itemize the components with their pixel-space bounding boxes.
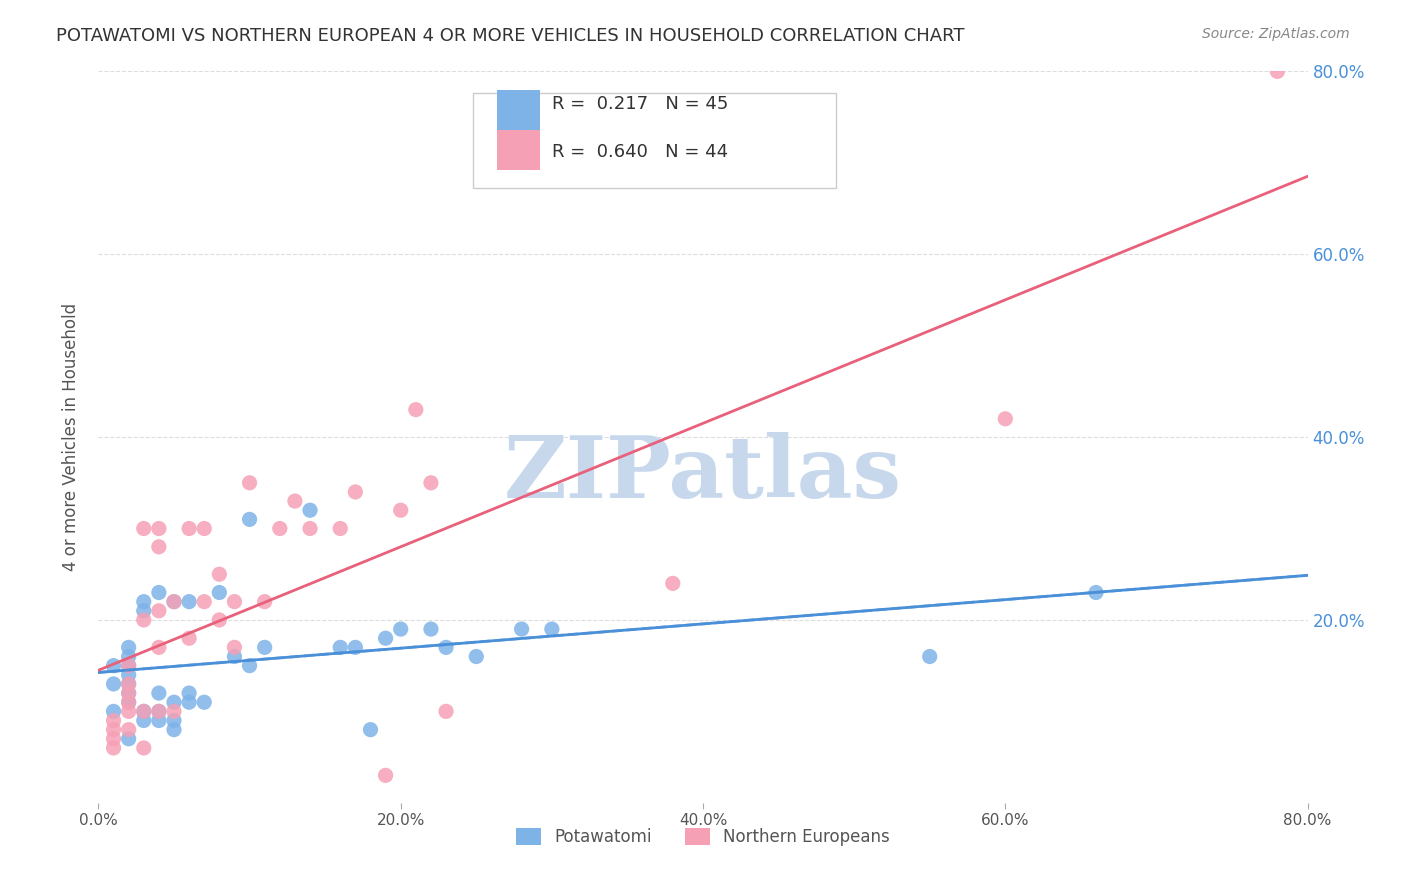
Point — [103, 740, 125, 755]
Point — [389, 622, 412, 636]
Point — [148, 521, 170, 535]
Point — [132, 705, 155, 719]
Point — [148, 540, 170, 554]
Point — [661, 576, 683, 591]
Point — [918, 649, 941, 664]
Point — [118, 640, 141, 655]
Point — [103, 723, 125, 737]
Point — [132, 740, 155, 755]
Point — [269, 521, 291, 535]
Point — [1085, 585, 1108, 599]
Point — [148, 640, 170, 655]
Point — [132, 714, 155, 728]
Point — [163, 594, 186, 608]
Point — [132, 705, 155, 719]
Point — [132, 521, 155, 535]
Text: R =  0.217   N = 45: R = 0.217 N = 45 — [551, 95, 728, 113]
Point — [208, 585, 231, 599]
Point — [540, 622, 562, 636]
Point — [239, 512, 262, 526]
Y-axis label: 4 or more Vehicles in Household: 4 or more Vehicles in Household — [62, 303, 80, 571]
Point — [118, 658, 141, 673]
Point — [118, 705, 141, 719]
Point — [193, 594, 215, 608]
Point — [465, 649, 488, 664]
Text: R =  0.640   N = 44: R = 0.640 N = 44 — [551, 143, 728, 161]
Point — [193, 695, 215, 709]
Text: ZIPatlas: ZIPatlas — [503, 432, 903, 516]
Point — [179, 594, 201, 608]
Point — [118, 695, 141, 709]
Point — [344, 485, 367, 500]
Point — [374, 632, 396, 646]
Point — [132, 594, 155, 608]
Point — [405, 402, 427, 417]
Point — [103, 714, 125, 728]
Point — [118, 686, 141, 700]
Point — [284, 494, 307, 508]
Point — [208, 567, 231, 582]
Legend: Potawatomi, Northern Europeans: Potawatomi, Northern Europeans — [509, 822, 897, 853]
FancyBboxPatch shape — [474, 94, 837, 188]
Point — [344, 640, 367, 655]
Point — [118, 667, 141, 681]
Point — [179, 695, 201, 709]
Point — [179, 521, 201, 535]
Point — [118, 723, 141, 737]
Point — [103, 731, 125, 746]
Point — [253, 640, 276, 655]
Point — [299, 503, 322, 517]
Point — [118, 677, 141, 691]
Point — [224, 594, 246, 608]
Point — [148, 585, 170, 599]
Point — [434, 640, 457, 655]
Point — [360, 723, 382, 737]
Point — [118, 658, 141, 673]
Bar — [498, 130, 540, 170]
Point — [389, 503, 412, 517]
Point — [148, 705, 170, 719]
Point — [329, 640, 352, 655]
Point — [118, 686, 141, 700]
Point — [132, 604, 155, 618]
Point — [148, 686, 170, 700]
Point — [163, 714, 186, 728]
Point — [118, 731, 141, 746]
Point — [434, 705, 457, 719]
Point — [253, 594, 276, 608]
Point — [224, 649, 246, 664]
Point — [994, 412, 1017, 426]
Point — [103, 658, 125, 673]
Point — [118, 649, 141, 664]
Point — [148, 705, 170, 719]
Point — [163, 723, 186, 737]
Point — [420, 475, 443, 490]
Point — [118, 677, 141, 691]
Point — [132, 613, 155, 627]
Point — [179, 686, 201, 700]
Point — [1267, 64, 1289, 78]
Point — [118, 695, 141, 709]
Point — [224, 640, 246, 655]
Point — [208, 613, 231, 627]
Point — [103, 705, 125, 719]
Point — [179, 632, 201, 646]
Bar — [498, 89, 540, 130]
Text: POTAWATOMI VS NORTHERN EUROPEAN 4 OR MORE VEHICLES IN HOUSEHOLD CORRELATION CHAR: POTAWATOMI VS NORTHERN EUROPEAN 4 OR MOR… — [56, 27, 965, 45]
Point — [239, 658, 262, 673]
Point — [374, 768, 396, 782]
Point — [163, 594, 186, 608]
Point — [148, 714, 170, 728]
Point — [299, 521, 322, 535]
Point — [163, 705, 186, 719]
Point — [239, 475, 262, 490]
Point — [103, 677, 125, 691]
Point — [329, 521, 352, 535]
Text: Source: ZipAtlas.com: Source: ZipAtlas.com — [1202, 27, 1350, 41]
Point — [163, 695, 186, 709]
Point — [148, 604, 170, 618]
Point — [510, 622, 533, 636]
Point — [420, 622, 443, 636]
Point — [193, 521, 215, 535]
